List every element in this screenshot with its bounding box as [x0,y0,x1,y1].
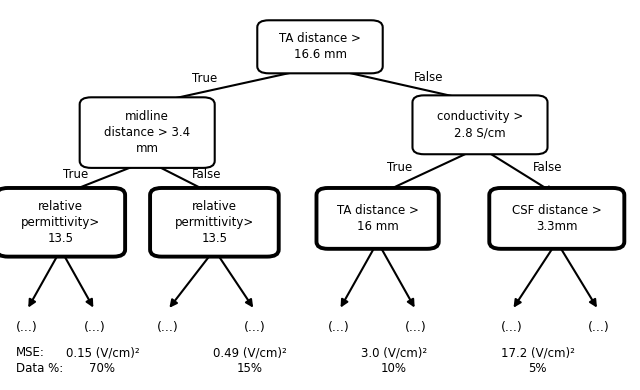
FancyBboxPatch shape [257,20,383,73]
Text: (...): (...) [16,321,38,334]
Text: 5%: 5% [529,362,547,375]
FancyBboxPatch shape [489,188,624,249]
Text: 70%: 70% [90,362,115,375]
Text: (...): (...) [501,321,523,334]
Text: 17.2 (V/cm)²: 17.2 (V/cm)² [500,346,575,360]
Text: True: True [63,168,88,181]
Text: False: False [414,71,444,84]
FancyBboxPatch shape [412,95,548,154]
FancyBboxPatch shape [316,188,439,249]
Text: 0.15 (V/cm)²: 0.15 (V/cm)² [65,346,140,360]
Text: relative
permittivity>
13.5: relative permittivity> 13.5 [21,200,100,245]
Text: False: False [532,161,562,174]
Text: (...): (...) [84,321,106,334]
Text: TA distance >
16 mm: TA distance > 16 mm [337,204,419,233]
Text: 10%: 10% [381,362,406,375]
Text: 3.0 (V/cm)²: 3.0 (V/cm)² [360,346,427,360]
Text: (...): (...) [588,321,609,334]
Text: midline
distance > 3.4
mm: midline distance > 3.4 mm [104,110,190,155]
Text: relative
permittivity>
13.5: relative permittivity> 13.5 [175,200,254,245]
Text: False: False [191,168,221,181]
Text: CSF distance >
3.3mm: CSF distance > 3.3mm [512,204,602,233]
Text: True: True [387,161,413,174]
FancyBboxPatch shape [0,188,125,257]
Text: TA distance >
16.6 mm: TA distance > 16.6 mm [279,32,361,61]
FancyBboxPatch shape [80,98,215,168]
Text: (...): (...) [405,321,427,334]
Text: Data %:: Data %: [16,362,63,375]
FancyBboxPatch shape [150,188,279,257]
Text: (...): (...) [244,321,266,334]
Text: MSE:: MSE: [16,346,45,360]
Text: (...): (...) [328,321,350,334]
Text: conductivity >
2.8 S/cm: conductivity > 2.8 S/cm [437,110,523,139]
Text: True: True [192,72,218,85]
Text: 0.49 (V/cm)²: 0.49 (V/cm)² [212,346,287,360]
Text: (...): (...) [157,321,179,334]
Text: 15%: 15% [237,362,262,375]
